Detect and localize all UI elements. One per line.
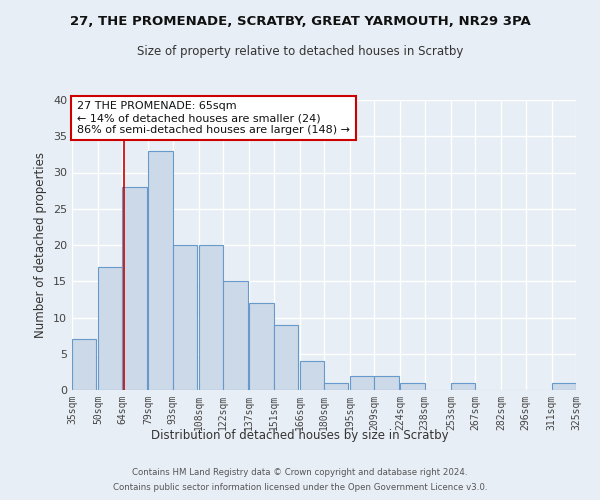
Bar [400, 383, 425, 390]
Text: Contains public sector information licensed under the Open Government Licence v3: Contains public sector information licen… [113, 483, 487, 492]
Text: Size of property relative to detached houses in Scratby: Size of property relative to detached ho… [137, 45, 463, 58]
Bar [324, 383, 349, 390]
Text: Contains HM Land Registry data © Crown copyright and database right 2024.: Contains HM Land Registry data © Crown c… [132, 468, 468, 477]
Bar [249, 303, 274, 390]
Bar [551, 383, 576, 390]
Bar [98, 267, 122, 390]
Bar [148, 151, 173, 390]
Text: Distribution of detached houses by size in Scratby: Distribution of detached houses by size … [151, 428, 449, 442]
Bar [223, 281, 248, 390]
Bar [199, 245, 223, 390]
Bar [274, 325, 298, 390]
Y-axis label: Number of detached properties: Number of detached properties [34, 152, 47, 338]
Bar [72, 339, 97, 390]
Bar [451, 383, 475, 390]
Bar [173, 245, 197, 390]
Bar [374, 376, 399, 390]
Text: 27, THE PROMENADE, SCRATBY, GREAT YARMOUTH, NR29 3PA: 27, THE PROMENADE, SCRATBY, GREAT YARMOU… [70, 15, 530, 28]
Bar [122, 187, 147, 390]
Bar [299, 361, 324, 390]
Text: 27 THE PROMENADE: 65sqm
← 14% of detached houses are smaller (24)
86% of semi-de: 27 THE PROMENADE: 65sqm ← 14% of detache… [77, 102, 350, 134]
Bar [350, 376, 374, 390]
